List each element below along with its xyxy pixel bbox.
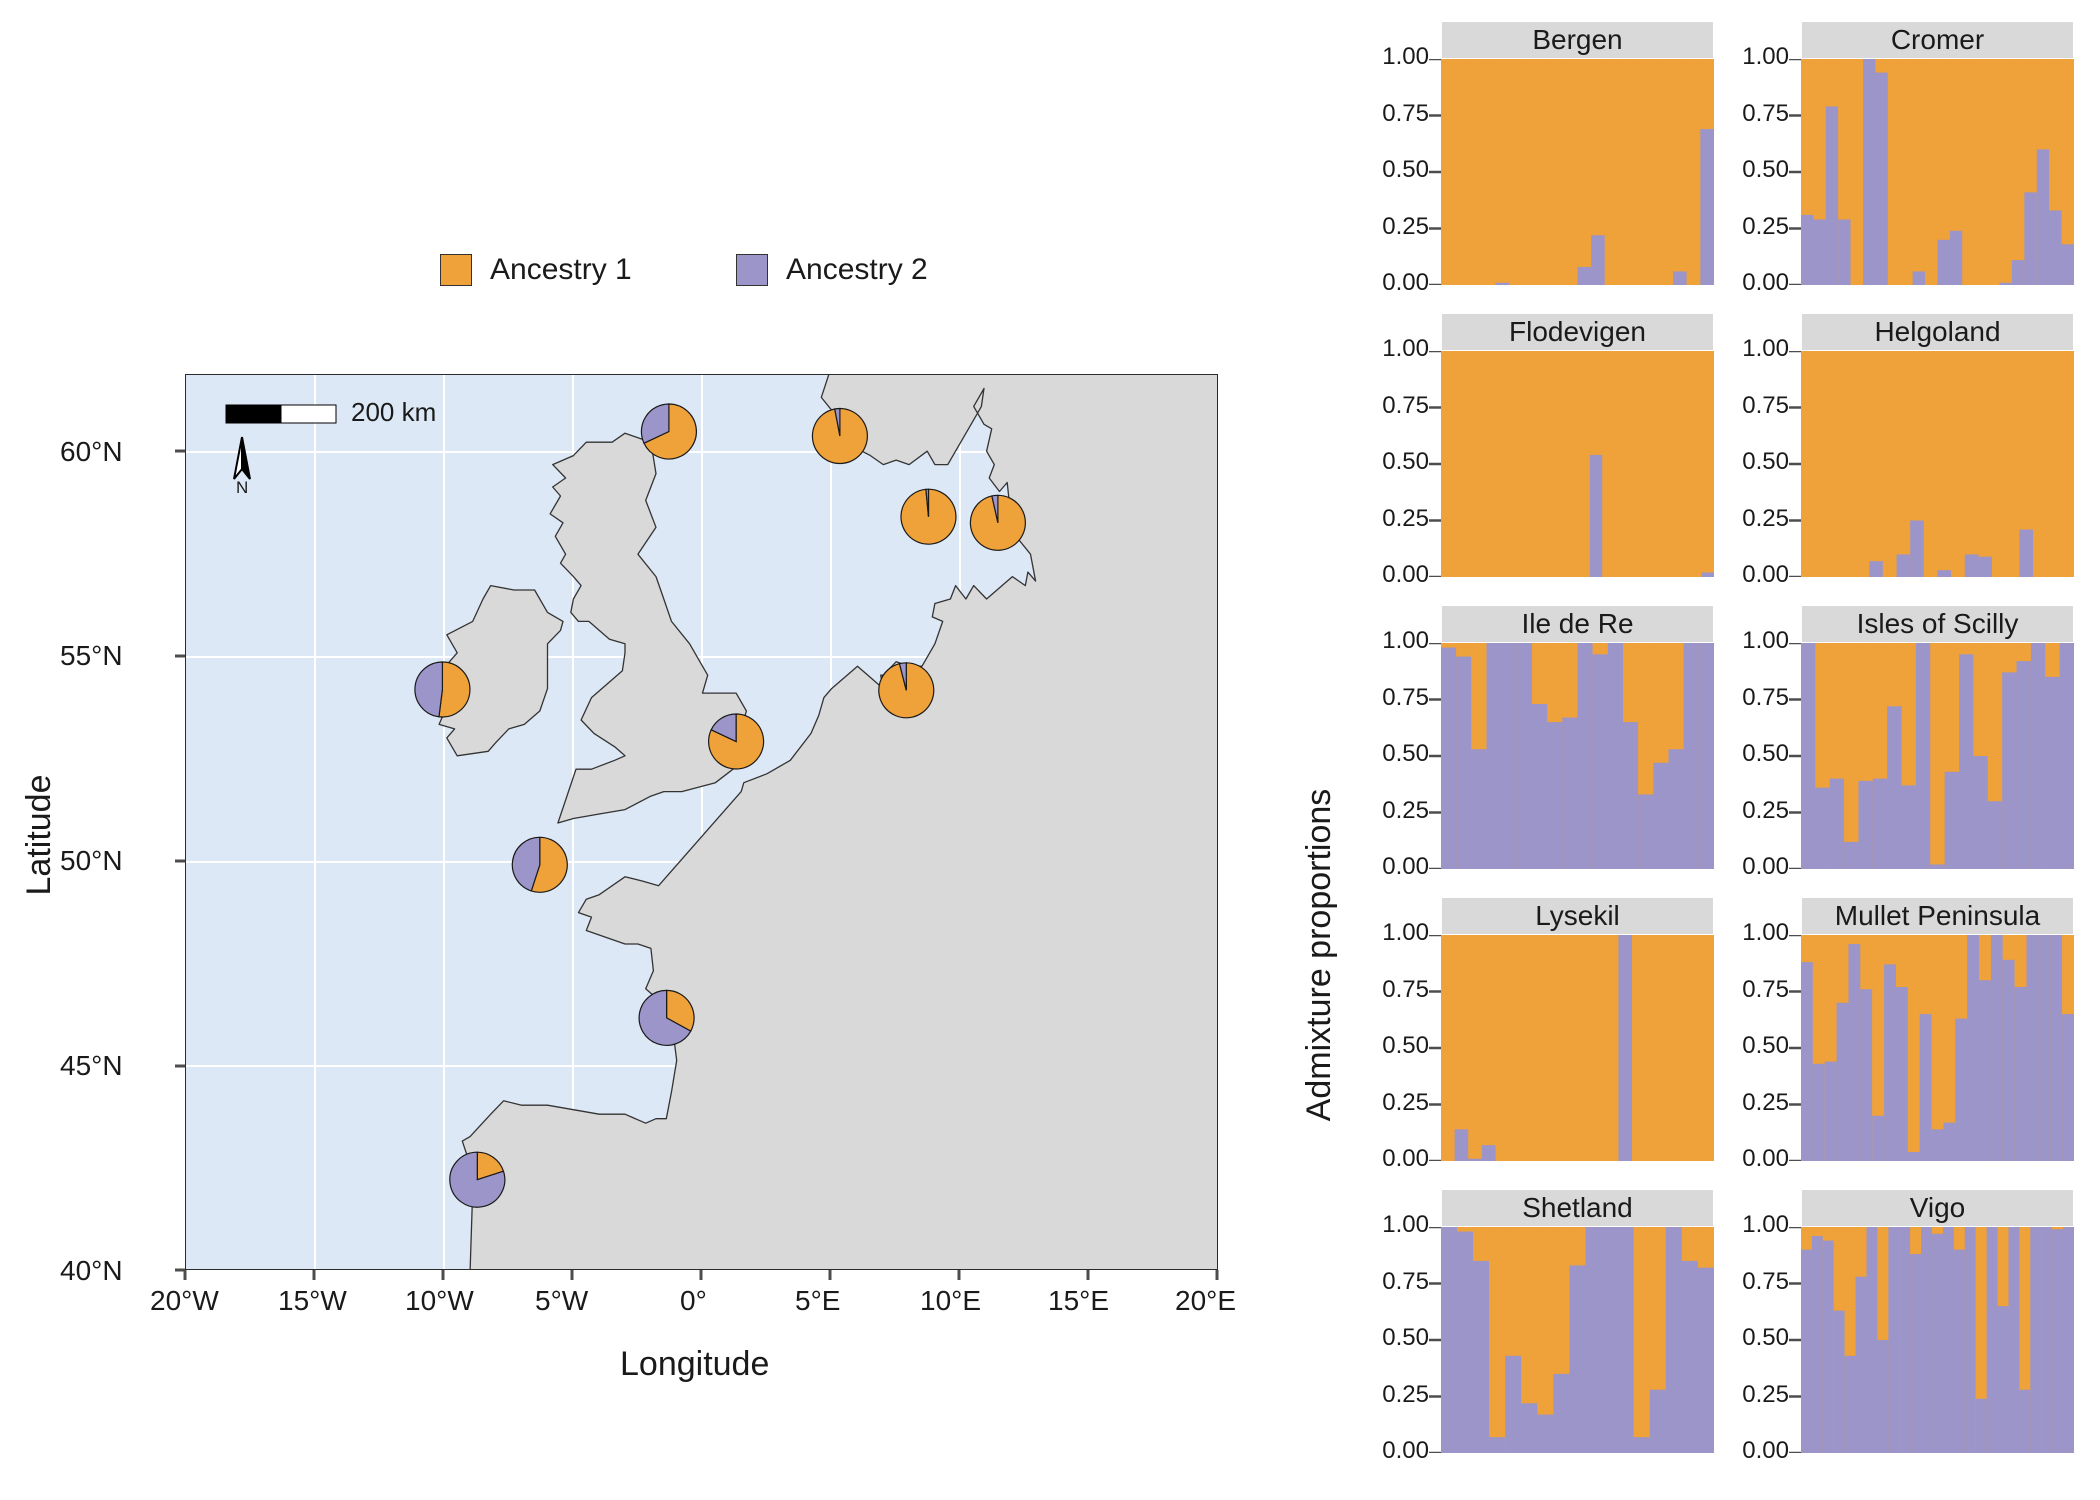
svg-text:200 km: 200 km	[351, 397, 436, 427]
svg-text:N: N	[236, 478, 248, 497]
